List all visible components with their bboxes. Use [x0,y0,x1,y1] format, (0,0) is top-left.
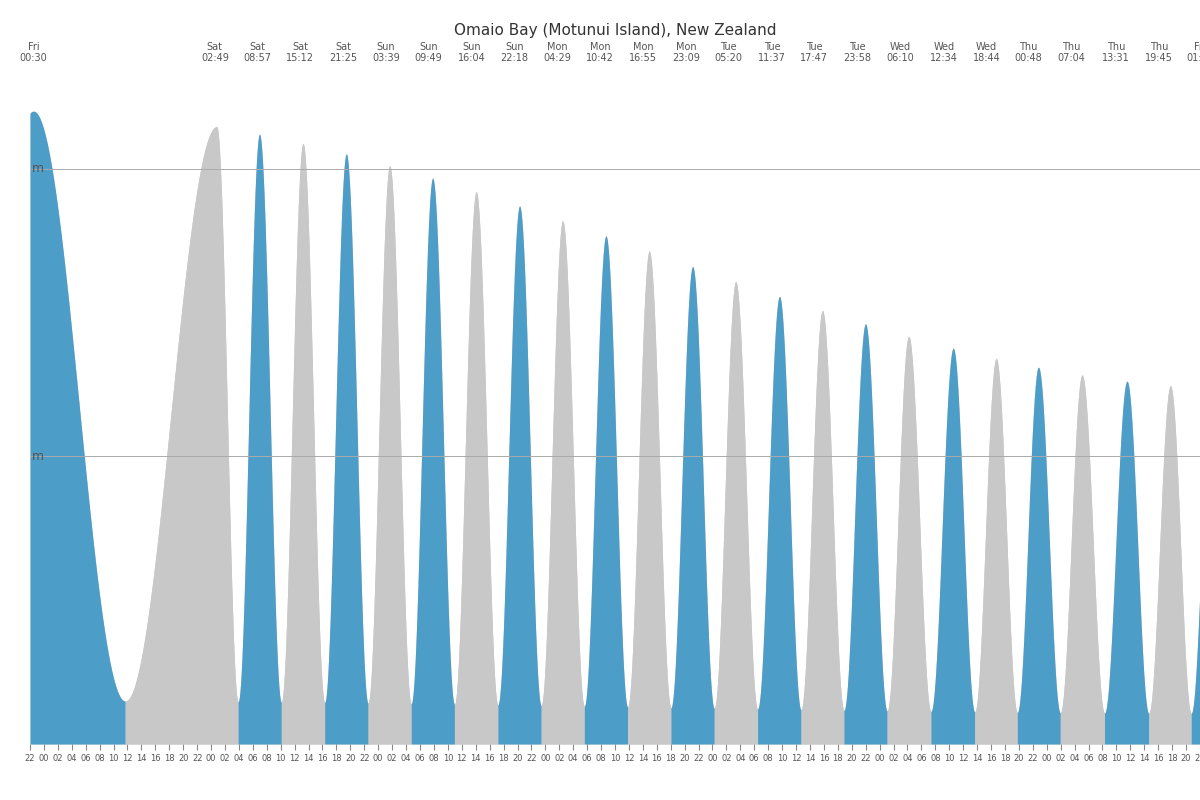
Text: m: m [31,162,43,175]
Text: m: m [31,450,43,463]
Title: Omaio Bay (Motunui Island), New Zealand: Omaio Bay (Motunui Island), New Zealand [454,22,776,38]
